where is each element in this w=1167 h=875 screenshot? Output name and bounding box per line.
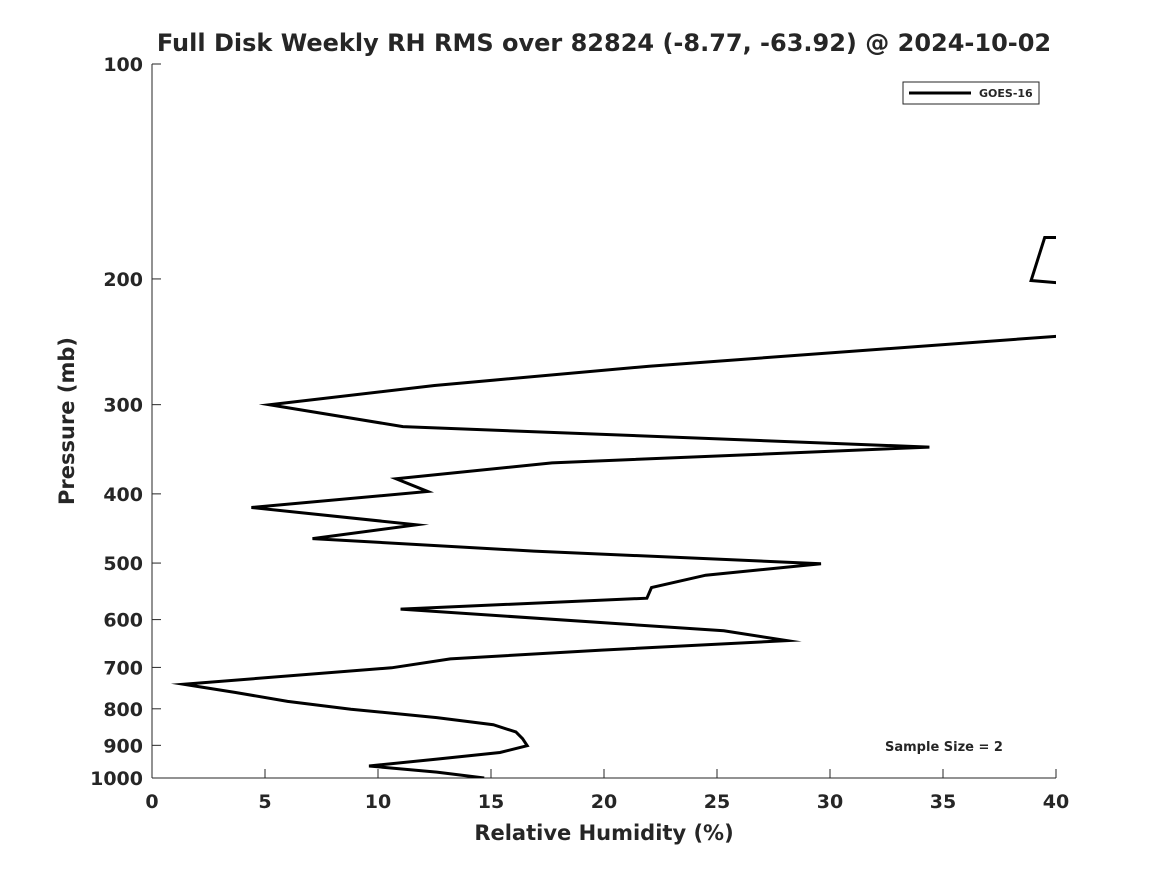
legend-label-goes-16: GOES-16 xyxy=(979,87,1033,100)
y-tick-label: 900 xyxy=(103,735,143,757)
y-tick-label: 1000 xyxy=(90,768,143,790)
x-tick-label: 5 xyxy=(258,791,271,813)
x-tick-label: 10 xyxy=(365,791,391,813)
x-tick-label: 0 xyxy=(145,791,158,813)
y-tick-label: 500 xyxy=(103,553,143,575)
series-line-goes-16-segment-1 xyxy=(1029,236,1056,285)
y-tick-label: 800 xyxy=(103,699,143,721)
y-axis-label: Pressure (mb) xyxy=(55,337,79,505)
y-tick-label: 600 xyxy=(103,610,143,632)
chart-title: Full Disk Weekly RH RMS over 82824 (-8.7… xyxy=(157,29,1051,57)
x-tick-label: 35 xyxy=(930,791,956,813)
series-layer xyxy=(170,236,1056,778)
y-tick-label: 200 xyxy=(103,269,143,291)
y-tick-label: 700 xyxy=(103,657,143,679)
x-tick-label: 25 xyxy=(704,791,730,813)
x-axis-label: Relative Humidity (%) xyxy=(474,821,733,845)
x-tick-label: 20 xyxy=(591,791,617,813)
sample-size-annotation: Sample Size = 2 xyxy=(885,740,1003,755)
y-tick-label: 400 xyxy=(103,484,143,506)
y-tick-label: 100 xyxy=(103,54,143,76)
series-line-goes-16-segment-2 xyxy=(170,334,1056,778)
plot-axes xyxy=(151,64,1056,779)
y-tick-label: 300 xyxy=(103,395,143,417)
x-axis-ticks: 0 5 10 15 20 25 30 35 40 xyxy=(145,769,1069,813)
x-tick-label: 30 xyxy=(817,791,843,813)
x-tick-label: 40 xyxy=(1043,791,1069,813)
x-tick-label: 15 xyxy=(478,791,504,813)
legend: GOES-16 xyxy=(902,81,1040,105)
y-axis-ticks: 100 200 300 400 500 600 700 800 900 1000 xyxy=(90,54,161,790)
